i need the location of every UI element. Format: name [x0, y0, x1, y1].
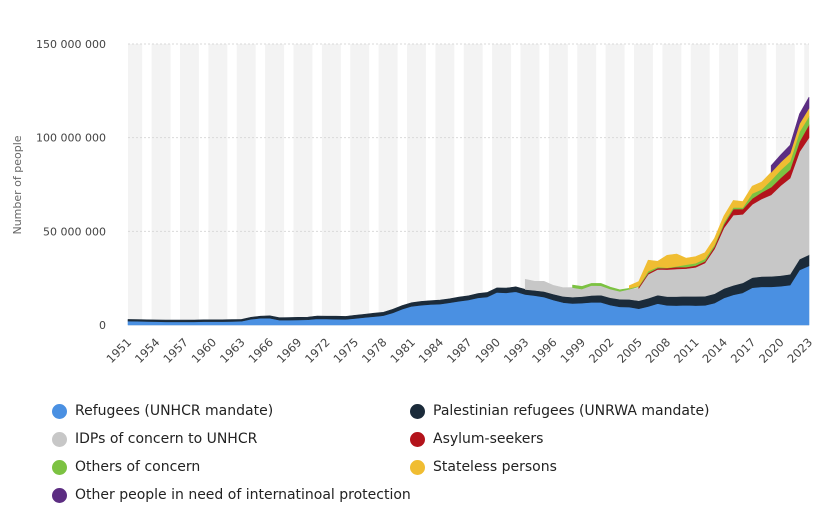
x-tick-label: 1987 — [444, 335, 475, 366]
x-tick-label: 2017 — [728, 335, 759, 366]
legend-label: Refugees (UNHCR mandate) — [75, 403, 274, 419]
background-band — [350, 44, 370, 325]
x-tick-label: 1996 — [529, 335, 560, 366]
legend-item[interactable]: Refugees (UNHCR mandate) — [52, 403, 273, 419]
x-tick-label: 1972 — [302, 335, 333, 366]
background-band — [180, 44, 199, 325]
background-band — [577, 44, 597, 325]
x-tick-label: 1990 — [472, 335, 503, 366]
background-band — [634, 44, 653, 325]
background-band — [520, 44, 540, 325]
x-tick-label: 1981 — [387, 335, 418, 366]
background-band — [293, 44, 313, 325]
legend-swatch — [52, 487, 67, 503]
legend-swatch — [410, 403, 425, 419]
area-series — [127, 254, 810, 323]
background-band — [151, 44, 171, 325]
legend-item[interactable]: Stateless persons — [410, 459, 557, 475]
x-tick-label: 1984 — [416, 335, 447, 366]
legend-item[interactable]: IDPs of concern to UNHCR — [52, 431, 257, 447]
background-band — [435, 44, 455, 325]
x-tick-label: 2020 — [756, 335, 787, 366]
legend-item[interactable]: Others of concern — [52, 459, 200, 475]
background-band — [378, 44, 398, 325]
y-tick-label: 0 — [99, 319, 106, 332]
background-band — [605, 44, 625, 325]
legend-label: Other people in need of internatinoal pr… — [75, 487, 411, 503]
x-tick-label: 2008 — [643, 335, 674, 366]
x-tick-label: 1966 — [245, 335, 276, 366]
x-tick-label: 2011 — [671, 335, 702, 366]
legend-label: Others of concern — [75, 459, 201, 475]
legend-label: Asylum-seekers — [433, 431, 544, 447]
x-tick-label: 2014 — [699, 335, 730, 366]
x-tick-label: 2002 — [586, 335, 617, 366]
area-series — [770, 96, 810, 173]
y-axis-tick-labels: 0 50 000 000 100 000 000 150 000 000 — [36, 38, 106, 332]
x-tick-label: 1954 — [132, 335, 163, 366]
x-tick-label: 1975 — [331, 335, 362, 366]
x-tick-label: 2023 — [785, 335, 815, 366]
area-series — [628, 107, 810, 289]
legend-item[interactable]: Asylum-seekers — [410, 431, 543, 447]
background-band — [321, 44, 341, 325]
legend-swatch — [52, 431, 67, 447]
x-tick-label: 2005 — [614, 335, 645, 366]
x-axis-tick-labels: 1951195419571960196319661969197219751978… — [104, 335, 815, 366]
legend-swatch — [52, 403, 67, 419]
legend-label: IDPs of concern to UNHCR — [75, 431, 258, 447]
y-tick-label: 100 000 000 — [36, 132, 106, 145]
legend-swatch — [410, 431, 425, 447]
legend-label: Palestinian refugees (UNRWA mandate) — [433, 403, 710, 419]
background-band — [128, 44, 143, 325]
legend-swatch — [410, 459, 425, 475]
x-tick-label: 1999 — [558, 335, 589, 366]
stacked-areas — [127, 96, 810, 326]
legend-label: Stateless persons — [433, 459, 557, 475]
y-tick-label: 50 000 000 — [43, 225, 106, 238]
background-band — [208, 44, 228, 325]
x-tick-label: 1951 — [104, 335, 135, 366]
y-tick-label: 150 000 000 — [36, 38, 106, 51]
x-tick-label: 1969 — [274, 335, 305, 366]
background-band — [548, 44, 568, 325]
x-tick-label: 1963 — [217, 335, 248, 366]
background-band — [492, 44, 512, 325]
background-band — [463, 44, 483, 325]
x-tick-label: 1957 — [160, 335, 191, 366]
legend-item[interactable]: Other people in need of internatinoal pr… — [52, 487, 411, 503]
x-tick-label: 1960 — [189, 335, 220, 366]
legend-item[interactable]: Palestinian refugees (UNRWA mandate) — [410, 403, 710, 419]
x-tick-label: 1978 — [359, 335, 390, 366]
background-band — [265, 44, 285, 325]
x-tick-label: 1993 — [501, 335, 532, 366]
background-band — [236, 44, 256, 325]
legend-swatch — [52, 459, 67, 475]
background-band — [407, 44, 426, 325]
y-axis-label: Number of people — [11, 135, 24, 234]
